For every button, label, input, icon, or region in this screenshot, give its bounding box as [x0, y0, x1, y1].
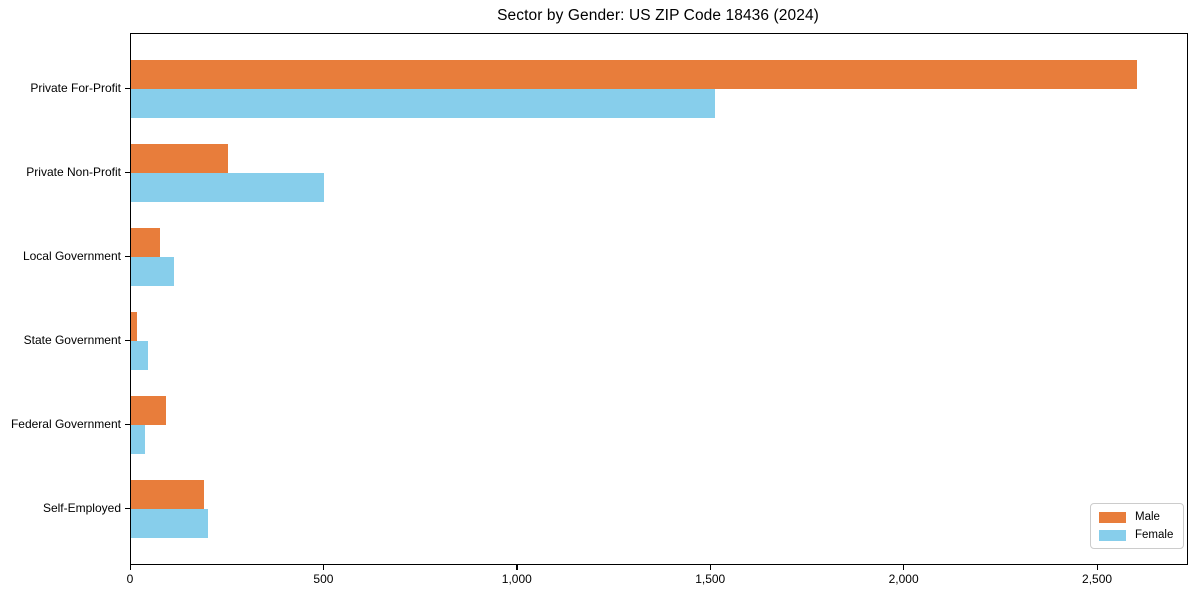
y-tick-label: Self-Employed: [42, 501, 121, 515]
y-tick-mark: [125, 423, 130, 425]
chart-title: Sector by Gender: US ZIP Code 18436 (202…: [497, 7, 819, 24]
bar-male-local-government: [131, 228, 160, 257]
x-tick-label: 0: [126, 572, 134, 586]
bar-female-private-for-profit: [131, 89, 716, 118]
bar-male-private-non-profit: [131, 144, 228, 173]
bar-female-private-non-profit: [131, 173, 325, 202]
bar-female-self-employed: [131, 509, 209, 538]
x-tick-mark: [129, 564, 131, 570]
bar-male-state-government: [131, 312, 137, 341]
x-tick-label: 1,500: [695, 572, 726, 586]
y-tick-mark: [125, 87, 130, 89]
y-tick-mark: [125, 255, 130, 257]
y-tick-mark: [125, 171, 130, 173]
legend: Male Female: [1090, 503, 1184, 549]
plot-area: [130, 33, 1188, 565]
bar-male-self-employed: [131, 480, 205, 509]
legend-label-male: Male: [1135, 511, 1160, 523]
x-tick-mark: [516, 564, 518, 570]
x-tick-label: 1,000: [501, 572, 532, 586]
x-tick-mark: [1096, 564, 1098, 570]
y-tick-label: Private Non-Profit: [26, 165, 121, 179]
x-tick-mark: [322, 564, 325, 570]
y-tick-mark: [125, 339, 130, 341]
legend-item-female: Female: [1099, 529, 1175, 541]
bar-male-federal-government: [131, 396, 166, 425]
bar-female-federal-government: [131, 425, 145, 454]
bar-male-private-for-profit: [131, 60, 1137, 89]
x-tick-label: 500: [313, 572, 334, 586]
y-tick-label: State Government: [23, 333, 121, 347]
bar-female-local-government: [131, 257, 174, 286]
y-tick-label: Federal Government: [10, 417, 121, 431]
bar-female-state-government: [131, 341, 149, 370]
x-tick-label: 2,500: [1082, 572, 1113, 586]
y-tick-mark: [125, 507, 130, 509]
x-tick-mark: [903, 564, 905, 570]
x-tick-label: 2,000: [888, 572, 919, 586]
legend-swatch-male: [1099, 511, 1126, 523]
legend-label-female: Female: [1135, 529, 1174, 541]
y-tick-label: Private For-Profit: [30, 81, 121, 95]
legend-item-male: Male: [1099, 511, 1175, 523]
y-tick-label: Local Government: [22, 249, 121, 263]
x-tick-mark: [709, 564, 711, 570]
legend-swatch-female: [1099, 529, 1126, 541]
